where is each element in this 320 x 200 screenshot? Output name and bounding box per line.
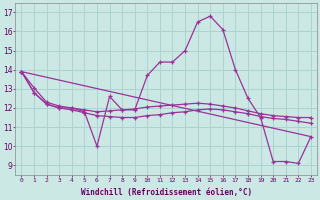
- X-axis label: Windchill (Refroidissement éolien,°C): Windchill (Refroidissement éolien,°C): [81, 188, 252, 197]
